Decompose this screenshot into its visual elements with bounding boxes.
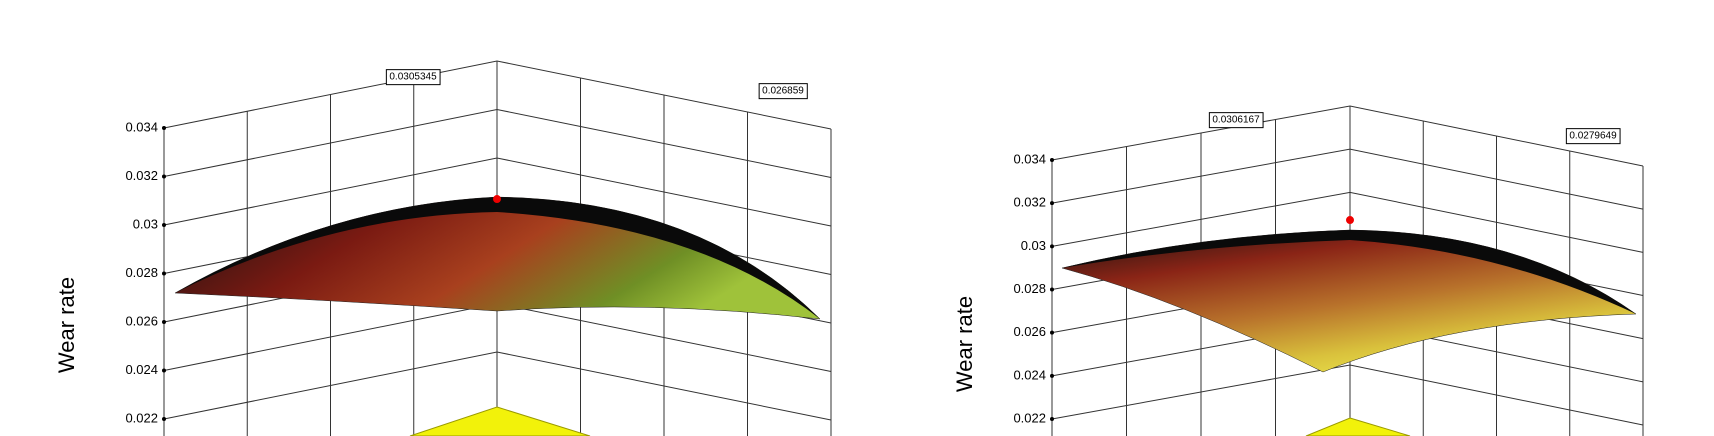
annotation-label: 0.0279649 [1569,131,1617,142]
annotation-label: 0.0305345 [389,72,437,83]
y-tick-label: 0.032 [125,168,158,183]
tick-dot [1050,244,1054,249]
grid-line [1051,364,1644,426]
tick-dot [1050,287,1054,292]
y-axis-title: Wear rate [54,277,79,373]
tick-dot [162,174,166,179]
annotation-box [385,69,441,86]
tick-dot [162,271,166,276]
tick-dot [1050,158,1054,162]
y-tick-label: 0.032 [1013,195,1046,210]
floor-contour [1305,417,1411,436]
grid-line [163,157,832,227]
surface-ridge [1062,230,1636,314]
tick-dot [1050,201,1054,206]
y-tick-label: 0.024 [1013,367,1046,382]
tick-dot [1050,417,1054,421]
y-tick-label: 0.026 [125,313,158,328]
tick-dot [162,126,166,130]
tick-dot [162,368,166,373]
y-tick-label: 0.03 [1021,238,1046,253]
y-tick-label: 0.028 [1013,281,1046,296]
tick-dot [1050,373,1054,378]
y-axis-title: Wear rate [952,296,977,392]
annotation-label: 0.026859 [762,86,804,97]
tick-dot [1050,330,1054,335]
design-point [493,195,501,204]
grid-line [1051,105,1644,167]
surface-ridge [175,197,820,319]
y-tick-label: 0.03 [133,216,158,231]
tick-dot [162,223,166,227]
annotation-box [1208,112,1264,129]
y-tick-label: 0.024 [125,362,158,377]
grid-line [163,108,832,178]
grid-line [1051,148,1644,210]
tick-dot [162,417,166,421]
grid-line [1051,191,1644,253]
tick-dot [162,320,166,324]
y-tick-label: 0.026 [1013,324,1046,339]
y-tick-label: 0.028 [125,265,158,280]
design-point [1346,216,1354,225]
y-tick-label: 0.022 [1013,410,1046,425]
grid-line [163,60,832,130]
y-tick-label: 0.034 [1013,151,1046,166]
y-tick-label: 0.022 [125,410,158,425]
annotation-label: 0.0306167 [1212,115,1260,126]
annotation-box [1565,128,1621,145]
annotation-box [758,83,808,100]
grid-line [163,351,832,421]
y-tick-label: 0.034 [125,119,158,134]
floor-contour [409,406,591,436]
